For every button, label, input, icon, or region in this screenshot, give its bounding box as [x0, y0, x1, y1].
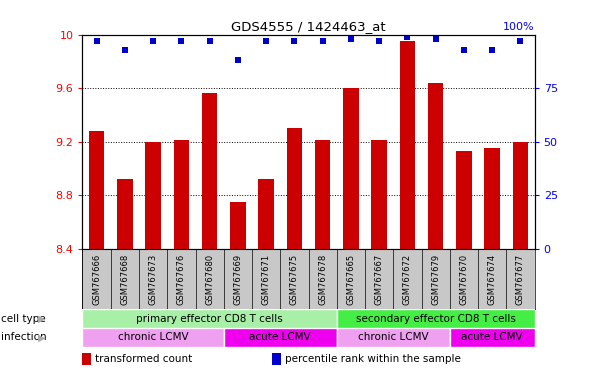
Bar: [117, 179, 133, 249]
Bar: [230, 202, 246, 249]
Point: [290, 38, 299, 44]
Bar: [513, 142, 529, 249]
Point: [459, 46, 469, 53]
Text: 100%: 100%: [503, 22, 535, 32]
Text: GSM767671: GSM767671: [262, 254, 271, 305]
Point: [488, 46, 497, 53]
Title: GDS4555 / 1424463_at: GDS4555 / 1424463_at: [231, 20, 386, 33]
Text: GSM767669: GSM767669: [233, 254, 243, 305]
Text: GSM767677: GSM767677: [516, 254, 525, 305]
Text: ▶: ▶: [38, 314, 45, 324]
Point: [403, 34, 412, 40]
Text: GSM767674: GSM767674: [488, 254, 497, 305]
Text: ▶: ▶: [38, 332, 45, 342]
Point: [120, 46, 130, 53]
Bar: [315, 141, 331, 249]
Bar: [450, 328, 535, 347]
Text: GSM767679: GSM767679: [431, 254, 440, 305]
Point: [375, 38, 384, 44]
Text: GSM767676: GSM767676: [177, 254, 186, 305]
Point: [516, 38, 525, 44]
Point: [148, 38, 158, 44]
Point: [205, 38, 214, 44]
Bar: [456, 151, 472, 249]
Point: [431, 36, 441, 42]
Bar: [371, 141, 387, 249]
Text: acute LCMV: acute LCMV: [249, 332, 311, 342]
Text: chronic LCMV: chronic LCMV: [358, 332, 429, 342]
Bar: [174, 141, 189, 249]
Text: primary effector CD8 T cells: primary effector CD8 T cells: [136, 314, 283, 324]
Text: GSM767665: GSM767665: [346, 254, 356, 305]
Text: percentile rank within the sample: percentile rank within the sample: [285, 354, 461, 364]
Bar: [89, 131, 104, 249]
Text: GSM767667: GSM767667: [375, 254, 384, 305]
Point: [233, 57, 243, 63]
Text: chronic LCMV: chronic LCMV: [118, 332, 188, 342]
Text: acute LCMV: acute LCMV: [461, 332, 523, 342]
Text: GSM767666: GSM767666: [92, 254, 101, 305]
Bar: [485, 149, 500, 249]
Text: cell type: cell type: [1, 314, 46, 324]
Bar: [273, 353, 280, 365]
Bar: [258, 179, 274, 249]
Text: GSM767668: GSM767668: [120, 254, 130, 305]
Bar: [202, 93, 218, 249]
Point: [262, 38, 271, 44]
Bar: [224, 328, 337, 347]
Bar: [343, 88, 359, 249]
Bar: [428, 83, 444, 249]
Bar: [82, 328, 224, 347]
Text: transformed count: transformed count: [95, 354, 192, 364]
Bar: [400, 41, 415, 249]
Text: GSM767675: GSM767675: [290, 254, 299, 305]
Bar: [287, 128, 302, 249]
Bar: [82, 309, 337, 328]
Text: secondary effector CD8 T cells: secondary effector CD8 T cells: [356, 314, 516, 324]
Text: GSM767680: GSM767680: [205, 254, 214, 305]
Text: GSM767673: GSM767673: [148, 254, 158, 305]
Text: GSM767672: GSM767672: [403, 254, 412, 305]
Text: infection: infection: [1, 332, 47, 342]
Point: [92, 38, 101, 44]
Bar: [337, 309, 535, 328]
Point: [346, 36, 356, 42]
Text: GSM767678: GSM767678: [318, 254, 327, 305]
Bar: [337, 328, 450, 347]
Bar: [145, 142, 161, 249]
Point: [318, 38, 327, 44]
Bar: [82, 353, 90, 365]
Point: [177, 38, 186, 44]
Text: GSM767670: GSM767670: [459, 254, 469, 305]
